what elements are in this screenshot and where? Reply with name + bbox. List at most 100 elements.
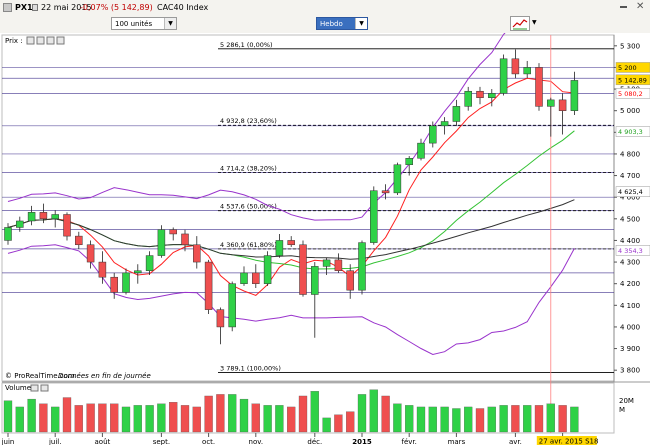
volume-bar xyxy=(287,406,296,433)
candle[interactable] xyxy=(193,236,201,269)
candle[interactable] xyxy=(499,54,508,96)
candle-body xyxy=(193,244,201,263)
candle[interactable] xyxy=(511,49,520,79)
candle[interactable] xyxy=(523,60,531,79)
candle[interactable] xyxy=(311,262,319,338)
volume-bar xyxy=(298,395,308,433)
price-tag-label: 4 625,4 xyxy=(618,188,643,196)
candle-body xyxy=(275,240,284,256)
toggle-icon[interactable] xyxy=(46,36,55,45)
candle[interactable] xyxy=(322,257,331,276)
volume-bar xyxy=(346,411,355,433)
cursor-date-label: 27 avr. 2015 S18 xyxy=(539,438,599,445)
candle[interactable] xyxy=(275,233,284,258)
chevron-down-icon[interactable]: ▼ xyxy=(164,18,176,29)
candle[interactable] xyxy=(134,264,142,284)
candle-body xyxy=(358,242,366,291)
candle[interactable] xyxy=(558,93,567,135)
minimize-icon[interactable] xyxy=(620,6,627,8)
candle[interactable] xyxy=(547,97,555,137)
chart-type-button[interactable] xyxy=(510,16,530,31)
candle[interactable] xyxy=(393,162,402,196)
candle[interactable] xyxy=(240,266,248,286)
candle[interactable] xyxy=(16,216,24,232)
period-select[interactable]: Hebdo ▼ xyxy=(316,17,368,30)
candle[interactable] xyxy=(476,86,484,105)
candle[interactable] xyxy=(440,117,449,135)
candle[interactable] xyxy=(216,307,225,345)
price-tag xyxy=(615,62,650,73)
candle-body xyxy=(110,276,118,293)
candle[interactable] xyxy=(263,251,272,286)
volume-bar xyxy=(357,394,367,433)
candle[interactable] xyxy=(405,156,413,176)
volume-bar xyxy=(110,403,119,433)
chevron-down-icon[interactable]: ▼ xyxy=(532,19,537,26)
candle[interactable] xyxy=(346,264,354,299)
volume-bar xyxy=(416,406,426,433)
units-select[interactable]: 100 unités ▼ xyxy=(111,17,177,30)
candle[interactable] xyxy=(181,229,189,252)
candle-body xyxy=(558,99,567,111)
close-panel-icon[interactable] xyxy=(36,36,45,45)
volume-settings-icon[interactable] xyxy=(30,384,39,392)
volume-bar xyxy=(452,408,461,433)
candle[interactable] xyxy=(27,205,36,226)
chart-area: Prix : 5 286,1 (0,00%) 4 932,8 (23,60%) 4 … xyxy=(0,33,650,445)
candle[interactable] xyxy=(204,259,213,314)
volume-bar xyxy=(133,405,142,433)
candle[interactable] xyxy=(110,272,118,299)
volume-close-icon[interactable] xyxy=(40,384,49,392)
price-tag-label: 5 200 xyxy=(618,64,637,72)
window-instrument: CAC40 Index xyxy=(157,3,209,12)
candle[interactable] xyxy=(39,203,48,224)
candle[interactable] xyxy=(122,268,130,295)
volume-bar xyxy=(334,414,343,433)
candle[interactable] xyxy=(51,210,59,228)
chevron-down-icon[interactable]: ▼ xyxy=(355,18,367,29)
price-panel-header: Prix : xyxy=(5,36,65,45)
candle[interactable] xyxy=(157,225,166,258)
candle[interactable] xyxy=(287,236,295,247)
candle[interactable] xyxy=(252,264,260,289)
candle[interactable] xyxy=(169,227,177,241)
y-tick-label: 4 600 xyxy=(620,194,640,202)
fibonacci-label: 4 714,2 (38,20%) xyxy=(220,164,277,172)
candle[interactable] xyxy=(370,186,378,245)
candle[interactable] xyxy=(4,223,12,245)
candle[interactable] xyxy=(488,89,496,107)
candle[interactable] xyxy=(417,138,425,161)
candle-body xyxy=(370,190,378,243)
candle-body xyxy=(499,58,508,94)
candle[interactable] xyxy=(570,71,579,116)
y-tick-label: 3 900 xyxy=(620,345,640,353)
candle[interactable] xyxy=(75,231,83,250)
window-date: 22 mai 2015 xyxy=(41,3,92,12)
candle[interactable] xyxy=(381,184,390,200)
candle[interactable] xyxy=(452,99,461,126)
candle[interactable] xyxy=(535,63,543,111)
x-tick-label: nov. xyxy=(249,438,264,445)
settings-icon[interactable] xyxy=(26,36,35,45)
bollinger-upper-line xyxy=(7,33,506,221)
candle[interactable] xyxy=(86,240,95,269)
candle[interactable] xyxy=(429,121,437,148)
volume-bar xyxy=(570,406,579,433)
candle[interactable] xyxy=(464,86,472,111)
candle[interactable] xyxy=(228,281,236,332)
volume-bar xyxy=(27,398,36,433)
volume-bar xyxy=(180,405,190,433)
candle-body xyxy=(417,142,425,159)
candle[interactable] xyxy=(145,251,154,276)
candle[interactable] xyxy=(63,212,71,241)
candle[interactable] xyxy=(358,240,366,295)
candle[interactable] xyxy=(299,240,307,297)
x-tick-label: oct. xyxy=(202,438,215,445)
close-icon[interactable]: ✕ xyxy=(636,1,645,12)
volume-bar xyxy=(464,406,473,433)
expand-icon[interactable] xyxy=(56,36,65,45)
volume-bar xyxy=(216,394,225,433)
candle[interactable] xyxy=(334,253,343,273)
y-tick-label: 5 000 xyxy=(620,107,640,115)
candle[interactable] xyxy=(98,251,107,284)
